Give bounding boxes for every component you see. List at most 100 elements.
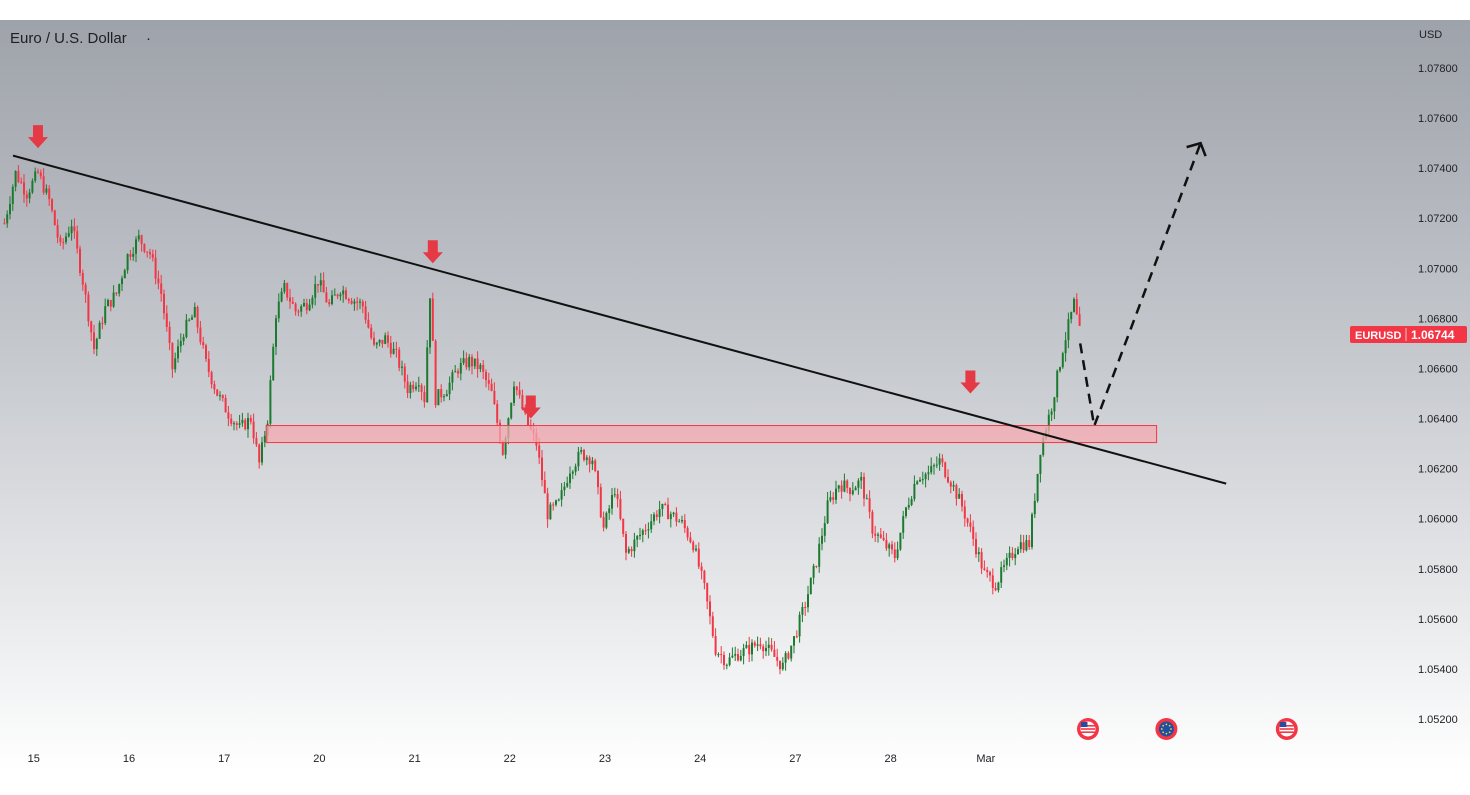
candle	[793, 635, 795, 654]
candle	[675, 507, 678, 527]
candle	[112, 285, 115, 308]
candle	[580, 446, 583, 455]
candle	[697, 542, 700, 569]
candle	[815, 565, 818, 569]
candle	[1000, 561, 1003, 589]
candle	[664, 502, 667, 506]
candle	[798, 611, 801, 643]
candle	[353, 298, 356, 311]
candle	[1067, 312, 1070, 349]
event-icons[interactable]	[1077, 718, 1298, 740]
candle	[689, 531, 692, 544]
candle	[272, 343, 275, 381]
candle	[437, 389, 440, 406]
candle	[807, 585, 809, 613]
candle	[149, 248, 151, 259]
resistance-trendline[interactable]	[12, 154, 1227, 485]
candle	[907, 497, 910, 510]
x-tick-label: Mar	[976, 753, 995, 765]
candle	[468, 353, 471, 371]
y-tick-label: 1.06200	[1418, 464, 1458, 476]
candle	[451, 369, 454, 391]
candle	[137, 229, 140, 242]
candle	[683, 514, 686, 533]
candle	[1056, 369, 1059, 403]
candle	[314, 275, 317, 306]
symbol-price-tag[interactable]: EURUSD 1.06744	[1350, 326, 1467, 343]
candle	[510, 402, 513, 420]
candle	[748, 636, 751, 663]
x-tick-label: 28	[884, 753, 896, 765]
candle	[417, 376, 420, 393]
candle	[39, 169, 42, 180]
candle	[966, 517, 969, 527]
candle	[745, 641, 748, 649]
y-tick-label: 1.06800	[1418, 313, 1458, 325]
candle	[515, 385, 518, 396]
candle	[977, 547, 980, 562]
candle	[79, 245, 81, 277]
candle	[599, 483, 602, 519]
candle	[392, 342, 395, 355]
us-flag-icon[interactable]	[1077, 718, 1099, 740]
us-flag-icon[interactable]	[1275, 718, 1298, 740]
candle	[765, 640, 767, 657]
candle	[45, 184, 48, 195]
candle	[283, 279, 286, 294]
candle	[686, 525, 689, 541]
eu-flag-icon[interactable]	[1155, 718, 1178, 740]
candle	[795, 630, 798, 639]
candle	[132, 247, 135, 261]
y-tick-label: 1.05400	[1418, 664, 1458, 676]
candle	[280, 287, 283, 303]
candle	[171, 342, 174, 378]
candle	[563, 481, 566, 497]
candle	[56, 219, 59, 244]
candle	[608, 504, 611, 520]
candle	[832, 492, 835, 505]
candle	[776, 648, 779, 667]
candle	[577, 446, 580, 471]
candle	[129, 249, 132, 261]
candle	[179, 333, 182, 353]
candle	[375, 341, 378, 349]
candle	[1025, 534, 1028, 552]
candle	[185, 313, 188, 339]
y-tick-label: 1.07000	[1418, 263, 1458, 275]
candle	[14, 170, 17, 192]
sell-arrow-icon	[28, 125, 48, 149]
candle	[986, 566, 989, 578]
candle	[818, 537, 821, 573]
candle	[602, 511, 605, 532]
candle	[1061, 351, 1064, 369]
candle	[879, 528, 882, 539]
candle	[759, 637, 762, 650]
candle	[227, 405, 230, 427]
candle	[821, 528, 823, 551]
candle	[549, 502, 552, 520]
x-tick-label: 22	[504, 753, 516, 765]
candle	[261, 436, 263, 466]
price-axis[interactable]: 1.07800 1.07600 1.07400 1.07200 1.07000 1.068…	[1418, 63, 1458, 726]
candle	[345, 287, 347, 300]
candle	[440, 384, 443, 403]
candle	[725, 663, 728, 670]
time-axis[interactable]: 15 16 17 20 21 22 23 24 27 28 Mar	[28, 753, 996, 765]
candle	[779, 660, 781, 675]
candle	[543, 471, 546, 494]
candle	[118, 283, 121, 297]
candle	[233, 421, 235, 431]
candle	[555, 499, 557, 507]
candle	[210, 370, 213, 389]
x-tick-label: 20	[313, 753, 325, 765]
candle	[1075, 293, 1078, 316]
candle	[667, 497, 669, 520]
candle	[949, 480, 952, 494]
candle	[81, 269, 84, 291]
support-zone	[265, 425, 1158, 444]
candle	[487, 372, 490, 391]
candle	[286, 282, 289, 301]
candle	[370, 324, 373, 340]
candle	[885, 533, 888, 551]
